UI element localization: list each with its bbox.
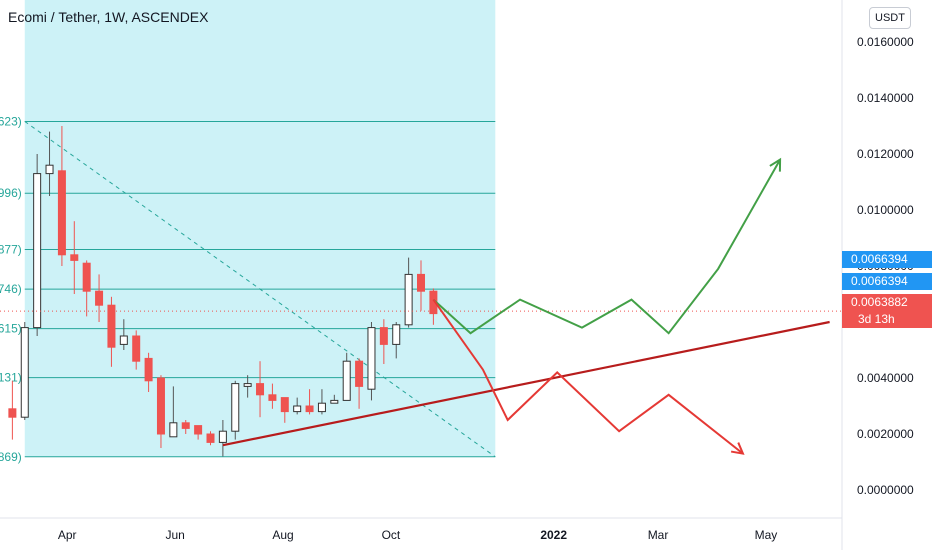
y-tick-label: 0.0000000: [857, 483, 914, 497]
candle-body: [107, 304, 116, 348]
price-tag-1: 0.0066394: [842, 251, 932, 268]
candle-body: [379, 327, 388, 345]
x-tick-label: Oct: [382, 528, 401, 542]
x-tick-label: Aug: [272, 528, 293, 542]
y-tick-label: 0.0140000: [857, 91, 914, 105]
candle-body: [45, 164, 54, 175]
candle-body: [317, 402, 326, 413]
price-tag-2: 0.0066394: [842, 273, 932, 290]
fib-level-label: 1(0.0131623): [0, 114, 22, 128]
candle-body: [280, 397, 289, 413]
bearish-arrowhead: [730, 442, 745, 455]
drawings[interactable]: [0, 157, 842, 455]
fib-level-label: 0.5(0.0071746): [0, 282, 22, 296]
fib-level-label: 236(0.0040131): [0, 371, 22, 385]
support-trendline[interactable]: [222, 320, 830, 447]
y-tick-label: 0.0100000: [857, 203, 914, 217]
candle-body: [305, 405, 314, 413]
fib-level-label: 382(0.0057615): [0, 322, 22, 336]
candle-body: [243, 383, 252, 387]
bearish-projection-path[interactable]: [432, 299, 744, 455]
candle-body: [144, 357, 153, 382]
fib-diagonal: [24, 121, 496, 458]
candle-body: [70, 254, 79, 261]
y-tick-label: 0.0120000: [857, 147, 914, 161]
y-tick-label: 0.0160000: [857, 35, 914, 49]
fib-level-label: 786(0.0105996): [0, 186, 22, 200]
candlesticks: [8, 126, 438, 457]
fib-level-label: 618(0.0085877): [0, 243, 22, 257]
candle-body: [342, 360, 351, 401]
candle-body: [194, 425, 203, 435]
candle-body: [8, 408, 17, 418]
candle-body: [404, 273, 413, 326]
y-tick-label: 0.0040000: [857, 371, 914, 385]
candle-body: [206, 433, 215, 443]
candle-body: [169, 422, 178, 438]
currency-unit-button[interactable]: USDT: [869, 7, 911, 29]
candle-body: [218, 430, 227, 443]
candle-body: [132, 335, 141, 362]
candle-body: [95, 290, 104, 306]
y-tick-label: 0.0020000: [857, 427, 914, 441]
candle-body: [231, 383, 240, 432]
candle-body: [57, 170, 66, 256]
candle-body: [355, 360, 364, 387]
candle-body: [181, 422, 190, 429]
candle-body: [293, 405, 302, 413]
candle-body: [330, 399, 339, 404]
candle-body: [20, 327, 29, 418]
candle-body: [119, 335, 128, 345]
x-tick-label: May: [755, 528, 778, 542]
candle-body: [367, 327, 376, 390]
x-tick-label: Apr: [58, 528, 77, 542]
candle-body: [33, 173, 42, 329]
candle-body: [82, 262, 91, 292]
bar-countdown-tag: 3d 13h: [842, 311, 932, 328]
x-tick-label: Mar: [648, 528, 669, 542]
candle-body: [392, 324, 401, 345]
candle-body: [256, 383, 265, 396]
bullish-projection-path[interactable]: [432, 159, 781, 335]
candle-body: [417, 273, 425, 292]
x-tick-label: Jun: [165, 528, 184, 542]
candle-body: [268, 394, 277, 401]
symbol-title[interactable]: Ecomi / Tether, 1W, ASCENDEX: [8, 9, 209, 25]
x-tick-label: 2022: [540, 528, 567, 542]
fib-level-label: 0(0.0011869): [0, 450, 22, 464]
current-price-tag: 0.0063882: [842, 294, 932, 311]
candle-body: [156, 377, 165, 435]
bullish-arrowhead: [769, 157, 782, 172]
